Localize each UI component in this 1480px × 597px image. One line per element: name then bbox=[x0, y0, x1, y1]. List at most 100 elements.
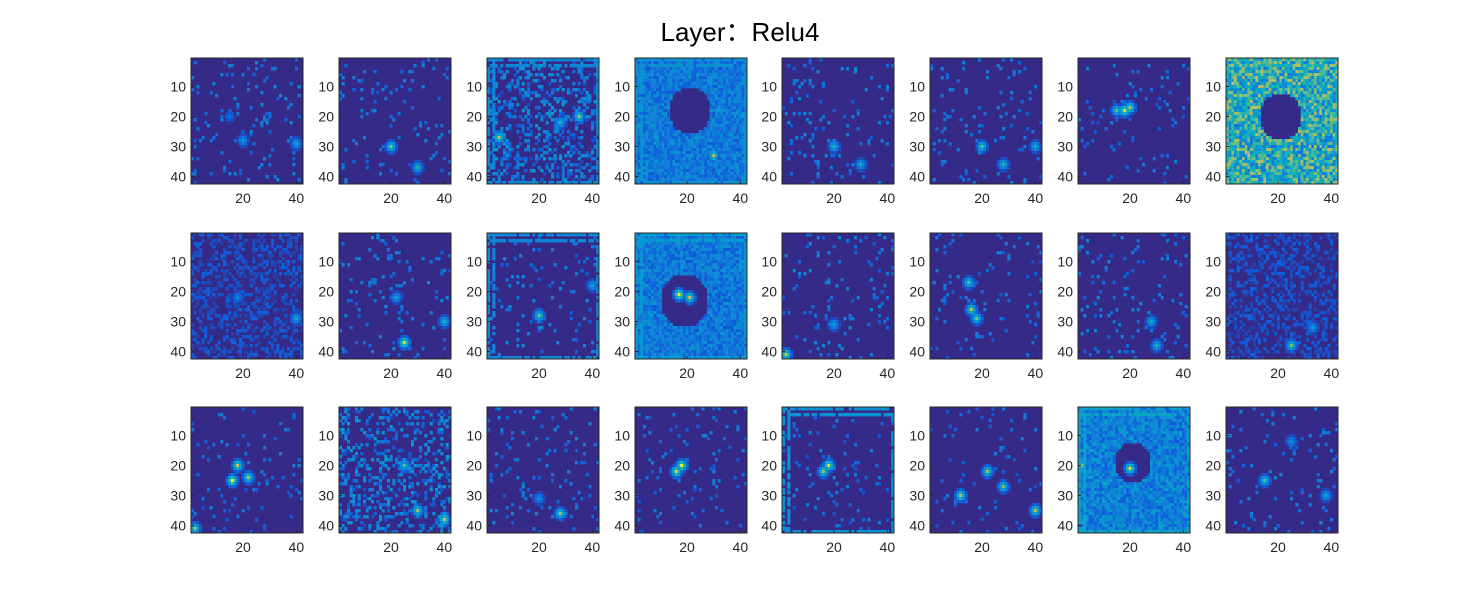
heatmap-cell bbox=[1300, 130, 1304, 134]
heatmap-cell bbox=[1276, 88, 1280, 92]
heatmap-cell bbox=[1306, 121, 1310, 125]
heatmap-cell bbox=[720, 124, 724, 128]
heatmap-cell bbox=[651, 127, 655, 131]
heatmap-cell bbox=[572, 58, 576, 62]
heatmap-cell bbox=[1260, 130, 1264, 134]
heatmap-cell bbox=[1332, 100, 1336, 104]
heatmap-cell bbox=[1028, 91, 1032, 95]
heatmap-cell bbox=[1255, 112, 1259, 116]
heatmap-cell bbox=[1031, 142, 1035, 146]
heatmap-cell bbox=[1295, 160, 1299, 164]
heatmap-cell bbox=[725, 112, 729, 116]
heatmap-cell bbox=[252, 245, 256, 249]
heatmap-cell bbox=[548, 112, 552, 116]
heatmap-cell bbox=[704, 85, 708, 89]
heatmap-cell bbox=[1324, 181, 1328, 185]
heatmap-cell bbox=[1311, 124, 1315, 128]
heatmap-cell bbox=[972, 115, 976, 119]
heatmap-cell bbox=[677, 73, 681, 77]
heatmap-cell bbox=[717, 175, 721, 179]
heatmap-cell bbox=[635, 109, 639, 113]
heatmap-cell bbox=[1226, 88, 1230, 92]
heatmap-cell bbox=[675, 160, 679, 164]
heatmap-cell bbox=[575, 175, 579, 179]
heatmap-cell bbox=[675, 58, 679, 62]
heatmap-cell bbox=[816, 175, 820, 179]
heatmap-cell bbox=[1268, 73, 1272, 77]
heatmap-cell bbox=[381, 88, 385, 92]
heatmap-cell bbox=[1255, 73, 1259, 77]
heatmap-cell bbox=[854, 163, 858, 167]
heatmap-cell bbox=[1292, 136, 1296, 140]
heatmap-cell bbox=[215, 133, 219, 137]
heatmap-cell bbox=[540, 58, 544, 62]
heatmap-cell bbox=[1266, 91, 1270, 95]
heatmap-cell bbox=[699, 64, 703, 68]
heatmap-cell bbox=[661, 85, 665, 89]
heatmap-cell bbox=[1300, 127, 1304, 131]
heatmap-cell bbox=[637, 79, 641, 83]
heatmap-cell bbox=[1324, 154, 1328, 158]
heatmap-cell bbox=[709, 115, 713, 119]
heatmap-cell bbox=[1250, 88, 1254, 92]
heatmap-cell bbox=[1308, 67, 1312, 71]
heatmap-cell bbox=[1322, 124, 1326, 128]
heatmap-cell bbox=[564, 64, 568, 68]
heatmap-cell bbox=[1322, 79, 1326, 83]
heatmap-cell bbox=[677, 58, 681, 62]
heatmap-cell bbox=[1335, 79, 1339, 83]
heatmap-cell bbox=[717, 97, 721, 101]
heatmap-cell bbox=[680, 58, 684, 62]
heatmap-cell bbox=[736, 130, 740, 134]
heatmap-cell bbox=[503, 181, 507, 185]
heatmap-cell bbox=[561, 124, 565, 128]
heatmap-cell bbox=[556, 67, 560, 71]
heatmap-cell bbox=[1239, 100, 1243, 104]
heatmap-cell bbox=[720, 118, 724, 122]
heatmap-cell bbox=[596, 103, 600, 107]
heatmap-cell bbox=[1306, 172, 1310, 176]
heatmap-cell bbox=[725, 178, 729, 182]
heatmap-cell bbox=[408, 88, 412, 92]
heatmap-cell bbox=[556, 166, 560, 170]
heatmap-cell bbox=[567, 91, 571, 95]
heatmap-cell bbox=[672, 142, 676, 146]
heatmap-cell bbox=[712, 70, 716, 74]
heatmap-cell bbox=[1330, 148, 1334, 152]
heatmap-cell bbox=[648, 139, 652, 143]
heatmap-cell bbox=[736, 79, 740, 83]
heatmap-cell bbox=[341, 163, 345, 167]
heatmap-cell bbox=[489, 58, 493, 62]
heatmap-cell bbox=[978, 139, 982, 143]
heatmap-cell bbox=[715, 181, 719, 185]
heatmap-cell bbox=[1332, 88, 1336, 92]
heatmap-cell bbox=[1078, 118, 1082, 122]
heatmap-cell bbox=[635, 127, 639, 131]
heatmap-cell bbox=[744, 127, 748, 131]
heatmap-cell bbox=[1327, 157, 1331, 161]
heatmap-cell bbox=[664, 70, 668, 74]
heatmap-cell bbox=[733, 139, 737, 143]
heatmap-cell bbox=[508, 142, 512, 146]
heatmap-cell bbox=[487, 181, 491, 185]
heatmap-cell bbox=[1250, 91, 1254, 95]
heatmap-cell bbox=[731, 91, 735, 95]
heatmap-cell bbox=[1300, 181, 1304, 185]
heatmap-cell bbox=[1231, 175, 1235, 179]
heatmap-cell bbox=[704, 76, 708, 80]
heatmap-cell bbox=[667, 79, 671, 83]
heatmap-cell bbox=[521, 157, 525, 161]
heatmap-cell bbox=[717, 82, 721, 86]
heatmap-cell bbox=[389, 91, 393, 95]
heatmap-cell bbox=[1231, 163, 1235, 167]
heatmap-cell bbox=[1244, 142, 1248, 146]
heatmap-cell bbox=[511, 106, 515, 110]
heatmap-cell bbox=[553, 157, 557, 161]
heatmap-cell bbox=[699, 67, 703, 71]
heatmap-cell bbox=[667, 124, 671, 128]
heatmap-cell bbox=[675, 79, 679, 83]
heatmap-cell bbox=[276, 245, 280, 249]
heatmap-cell bbox=[704, 172, 708, 176]
heatmap-cell bbox=[577, 112, 581, 116]
heatmap-cell bbox=[204, 112, 208, 116]
